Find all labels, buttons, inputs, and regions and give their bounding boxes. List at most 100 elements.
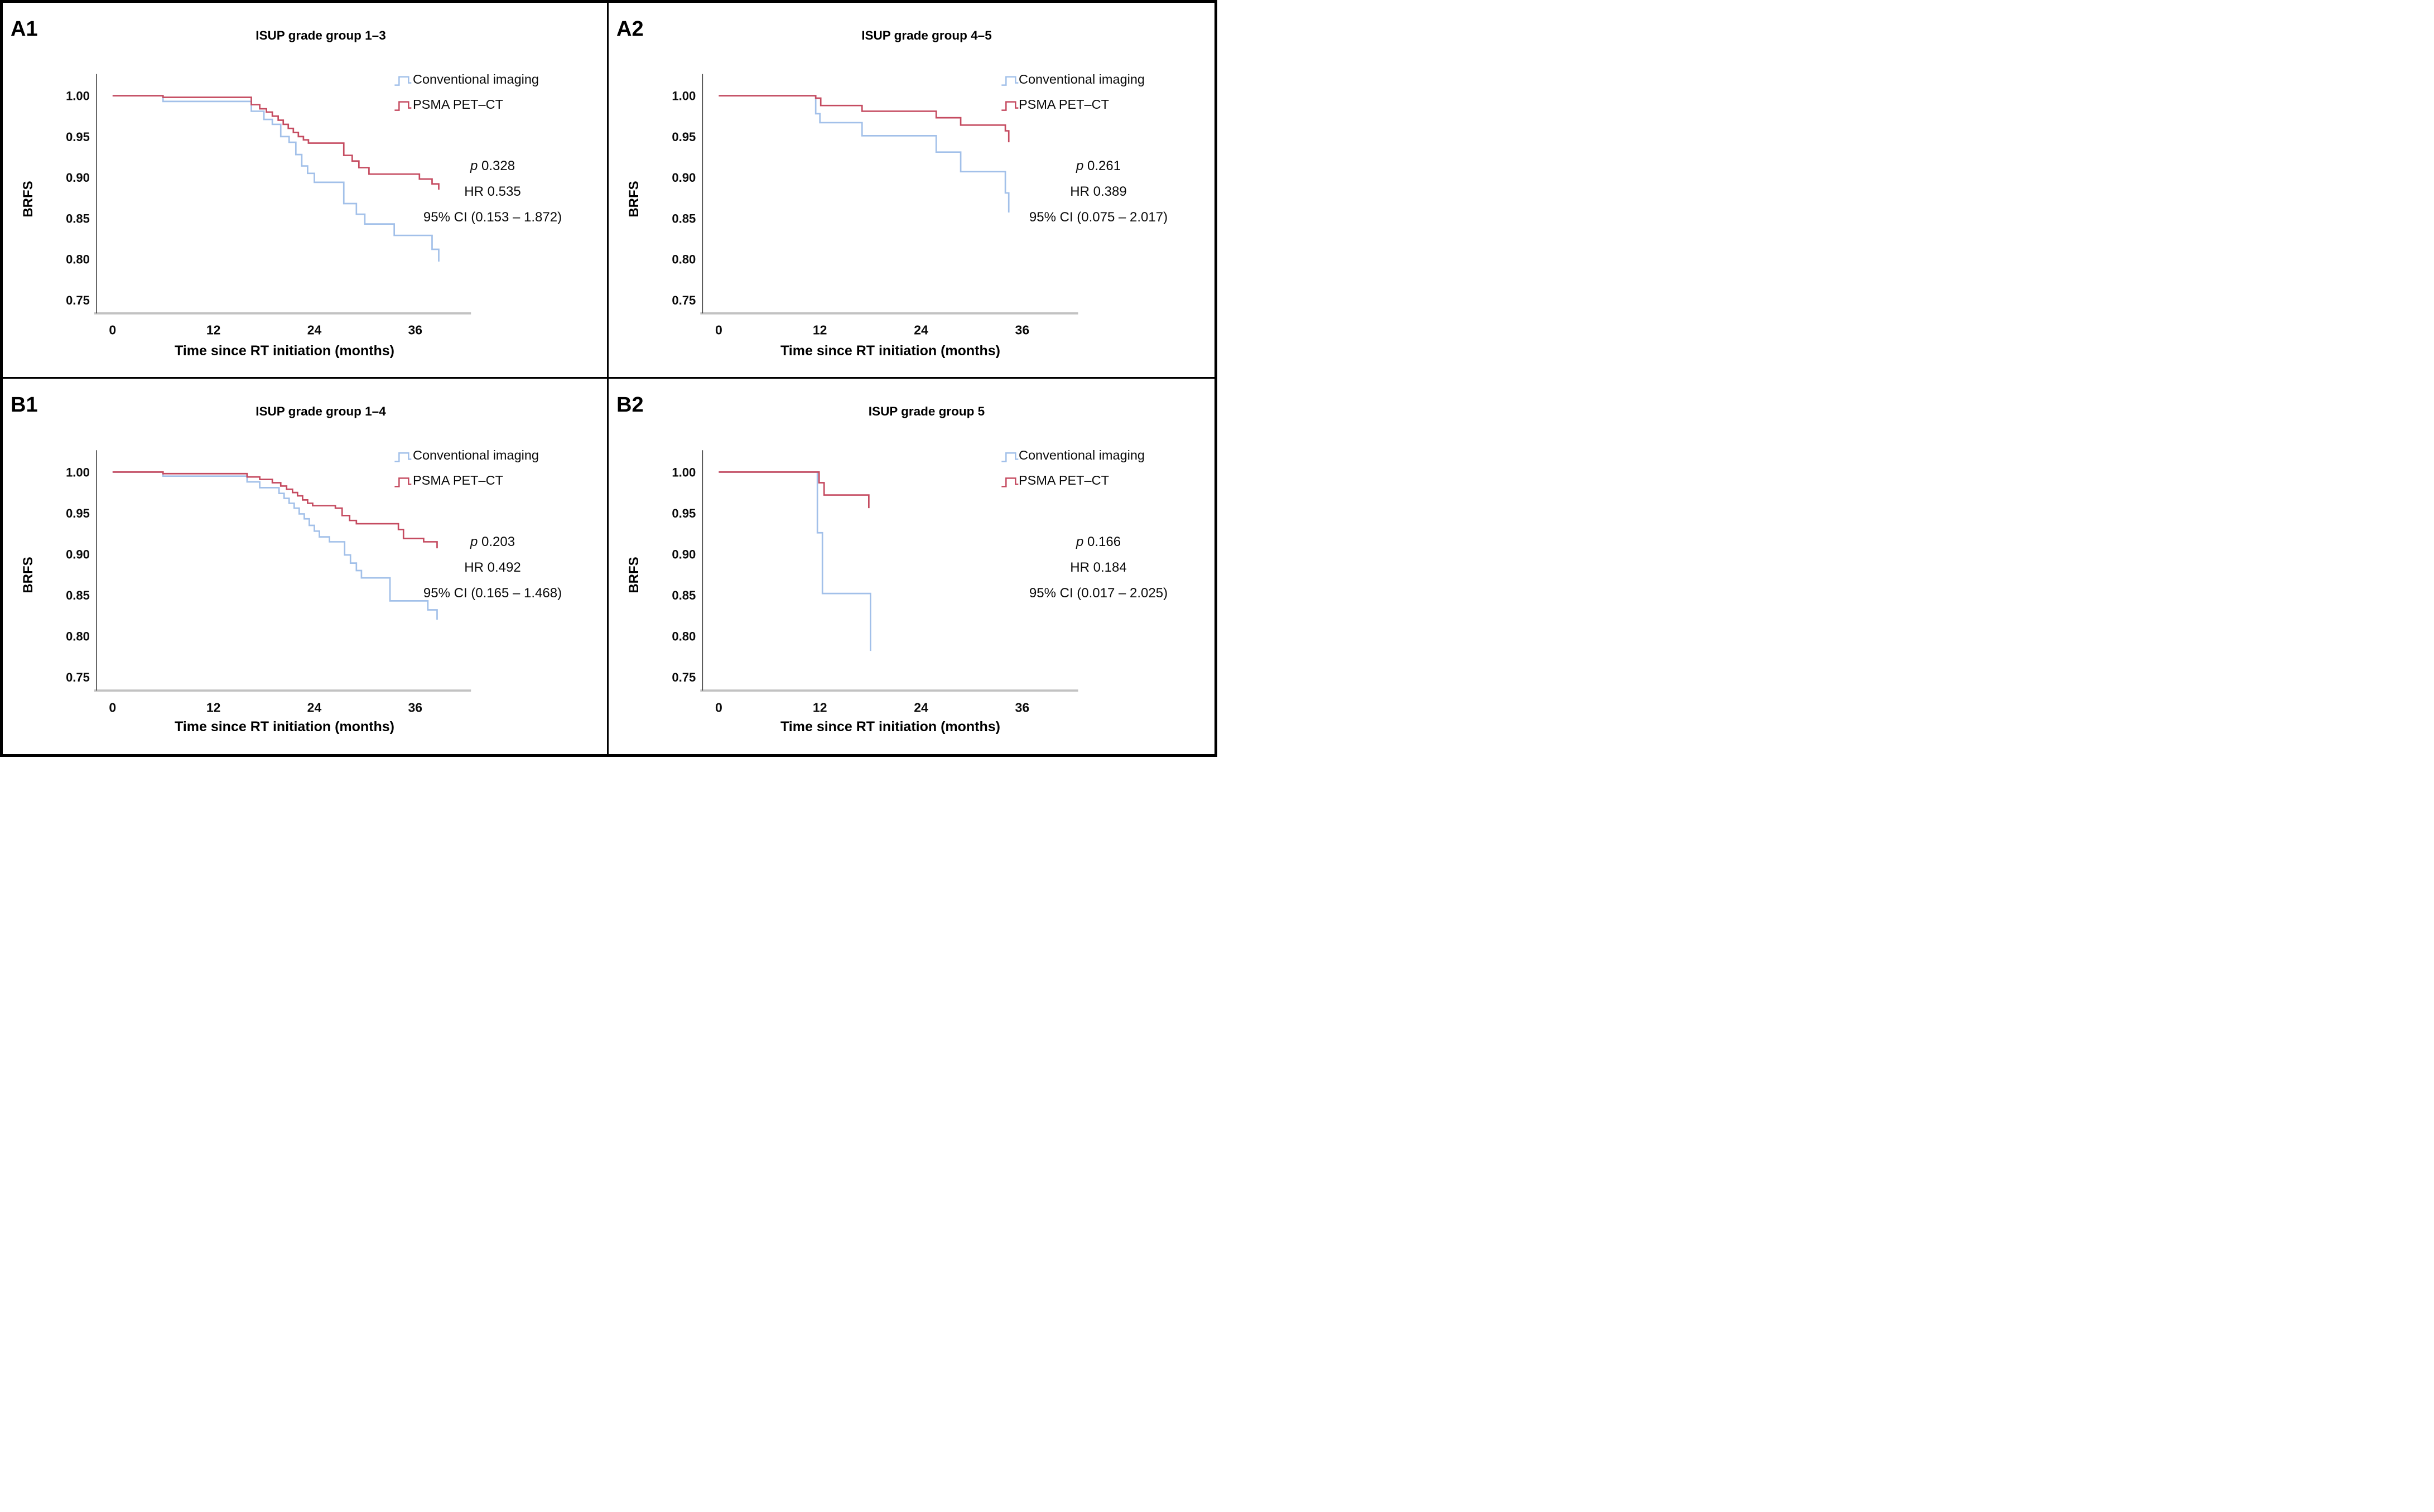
y-tick-label: 0.85 — [66, 588, 90, 602]
panel-title: ISUP grade group 1–3 — [256, 28, 386, 42]
y-axis-label: BRFS — [626, 181, 642, 218]
p-label: p — [470, 158, 478, 173]
x-tick-label: 36 — [1015, 323, 1030, 337]
x-tick-label: 24 — [914, 323, 928, 337]
legend-label-conventional-imaging: Conventional imaging — [1019, 72, 1145, 86]
hr-line: HR 0.184 — [1070, 559, 1127, 575]
psma-pet-ct-curve — [719, 471, 870, 508]
stats-annotation: p 0.261 HR 0.389 95% CI (0.075 – 2.017) — [1029, 153, 1168, 230]
y-tick-label: 0.85 — [672, 211, 696, 225]
ci-line: 95% CI (0.153 – 1.872) — [423, 210, 562, 225]
x-tick-label: 0 — [109, 700, 116, 714]
y-tick-label: 0.95 — [66, 130, 90, 144]
km-survival-figure: 1.00 0.95 0.90 0.85 0.80 0.75 0 12 24 36 A1 ISUP … — [0, 0, 1217, 757]
psma-pet-ct-curve — [719, 95, 1010, 143]
x-tick-label: 36 — [408, 323, 423, 337]
p-value-line: p 0.203 — [423, 529, 562, 555]
x-tick-label: 12 — [206, 323, 221, 337]
panel-title: ISUP grade group 5 — [868, 404, 985, 418]
y-axis-label: BRFS — [21, 181, 36, 218]
ci-line: 95% CI (0.075 – 2.017) — [1029, 210, 1168, 225]
km-panel-b1: 1.00 0.95 0.90 0.85 0.80 0.75 0 12 24 36 B1 ISUP … — [3, 378, 609, 754]
p-value: 0.328 — [481, 158, 515, 173]
p-value: 0.261 — [1087, 158, 1121, 173]
y-axis-label: BRFS — [626, 556, 642, 593]
x-tick-label: 24 — [914, 700, 928, 714]
legend-label-conventional-imaging: Conventional imaging — [1019, 447, 1145, 462]
y-tick-label: 0.90 — [672, 547, 696, 561]
x-axis-label: Time since RT initiation (months) — [174, 343, 395, 359]
y-tick-label: 1.00 — [672, 89, 696, 103]
y-tick-label: 0.75 — [672, 670, 696, 684]
y-tick-label: 0.90 — [66, 171, 90, 185]
x-axis-label: Time since RT initiation (months) — [780, 718, 1001, 735]
panel-label: B2 — [616, 393, 644, 417]
x-tick-label: 0 — [715, 700, 722, 714]
conventional-imaging-curve — [719, 471, 871, 651]
y-tick-label: 0.80 — [672, 253, 696, 267]
y-tick-label: 1.00 — [66, 465, 90, 479]
y-tick-label: 0.75 — [66, 293, 90, 307]
conventional-imaging-curve — [719, 95, 1010, 213]
y-tick-label: 1.00 — [672, 465, 696, 479]
y-tick-label: 0.80 — [672, 629, 696, 643]
y-tick-label: 0.80 — [66, 253, 90, 267]
legend-swatch-conventional-icon — [1001, 452, 1019, 462]
hr-line: HR 0.389 — [1070, 184, 1127, 199]
p-label: p — [1076, 158, 1084, 173]
km-panel-a2: 1.00 0.95 0.90 0.85 0.80 0.75 0 12 24 36 A2 ISUP … — [609, 3, 1214, 379]
p-value: 0.166 — [1087, 534, 1121, 549]
legend-swatch-psma-icon — [1001, 101, 1019, 111]
legend-label-conventional-imaging: Conventional imaging — [413, 447, 539, 462]
p-label: p — [1076, 534, 1084, 549]
x-tick-label: 12 — [813, 323, 827, 337]
legend-label-conventional-imaging: Conventional imaging — [413, 72, 539, 86]
legend-swatch-psma-icon — [394, 477, 412, 487]
km-panel-a1: 1.00 0.95 0.90 0.85 0.80 0.75 0 12 24 36 A1 ISUP … — [3, 3, 609, 379]
conventional-imaging-curve — [112, 95, 440, 262]
km-chart-b2: 1.00 0.95 0.90 0.85 0.80 0.75 0 12 24 36 — [672, 450, 1078, 714]
panel-title: ISUP grade group 1–4 — [256, 404, 386, 418]
km-panel-b2: 1.00 0.95 0.90 0.85 0.80 0.75 0 12 24 36 B2 ISUP … — [609, 378, 1214, 754]
p-label: p — [470, 534, 478, 549]
x-tick-label: 0 — [715, 323, 722, 337]
conventional-imaging-curve — [112, 471, 438, 620]
x-tick-label: 12 — [813, 700, 827, 714]
y-axis-label: BRFS — [21, 556, 36, 593]
panel-label: A2 — [616, 17, 644, 41]
km-chart-a1: 1.00 0.95 0.90 0.85 0.80 0.75 0 12 24 36 — [66, 74, 471, 337]
psma-pet-ct-curve — [112, 471, 438, 548]
stats-annotation: p 0.203 HR 0.492 95% CI (0.165 – 1.468) — [423, 529, 562, 606]
x-tick-label: 36 — [408, 700, 423, 714]
y-tick-label: 0.90 — [672, 171, 696, 185]
ci-line: 95% CI (0.165 – 1.468) — [423, 585, 562, 601]
y-tick-label: 0.95 — [66, 506, 90, 520]
legend-swatch-psma-icon — [394, 101, 412, 111]
y-tick-label: 0.85 — [672, 588, 696, 602]
y-tick-label: 0.95 — [672, 130, 696, 144]
psma-pet-ct-curve — [112, 95, 440, 190]
km-chart-a2: 1.00 0.95 0.90 0.85 0.80 0.75 0 12 24 36 — [672, 74, 1078, 337]
p-value-line: p 0.328 — [423, 153, 562, 179]
y-tick-label: 0.85 — [66, 211, 90, 225]
ci-line: 95% CI (0.017 – 2.025) — [1029, 585, 1168, 601]
hr-line: HR 0.492 — [464, 559, 521, 575]
panel-label: A1 — [11, 17, 38, 41]
y-tick-label: 0.80 — [66, 629, 90, 643]
x-axis-label: Time since RT initiation (months) — [174, 718, 395, 735]
x-tick-label: 0 — [109, 323, 116, 337]
panel-title: ISUP grade group 4–5 — [861, 28, 992, 42]
p-value: 0.203 — [481, 534, 515, 549]
legend-swatch-conventional-icon — [394, 452, 412, 462]
x-tick-label: 36 — [1015, 700, 1030, 714]
stats-annotation: p 0.328 HR 0.535 95% CI (0.153 – 1.872) — [423, 153, 562, 230]
p-value-line: p 0.261 — [1029, 153, 1168, 179]
y-tick-label: 0.90 — [66, 547, 90, 561]
y-tick-label: 1.00 — [66, 89, 90, 103]
km-chart-b1: 1.00 0.95 0.90 0.85 0.80 0.75 0 12 24 36 — [66, 450, 471, 714]
legend-label-psma-pet-ct: PSMA PET–CT — [413, 97, 503, 112]
p-value-line: p 0.166 — [1029, 529, 1168, 555]
x-tick-label: 24 — [307, 700, 322, 714]
y-tick-label: 0.95 — [672, 506, 696, 520]
x-tick-label: 24 — [307, 323, 322, 337]
